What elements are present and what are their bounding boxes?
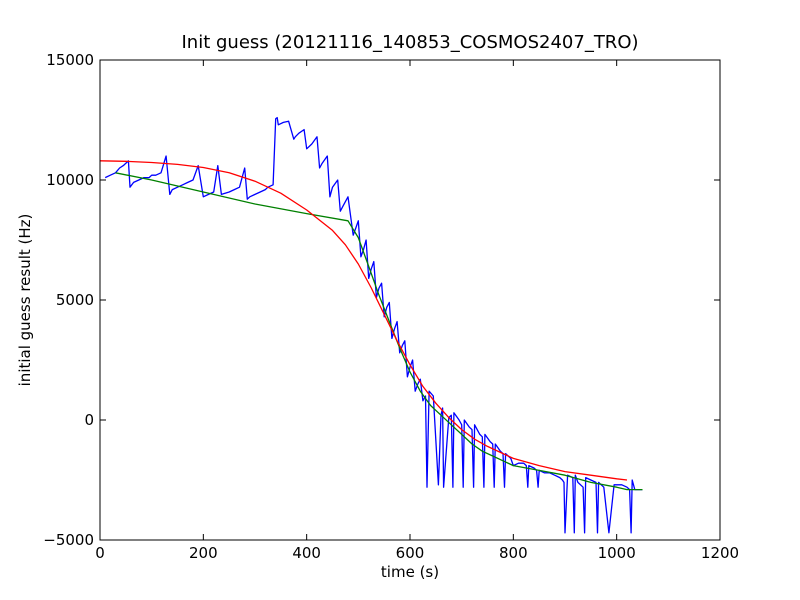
y-tick-label: 10000 <box>46 171 94 189</box>
y-tick-label: 5000 <box>56 291 94 309</box>
chart-title: Init guess (20121116_140853_COSMOS2407_T… <box>181 32 638 53</box>
x-axis-label: time (s) <box>381 563 439 581</box>
y-tick-label: 0 <box>84 411 94 429</box>
plot-frame <box>99 59 721 541</box>
x-tick-label: 400 <box>292 544 321 562</box>
y-tick-label: 15000 <box>46 51 94 69</box>
series-line-2 <box>115 172 643 491</box>
plot-area <box>100 60 720 540</box>
y-tick-label: −5000 <box>43 531 94 549</box>
x-tick-label: 0 <box>95 544 105 562</box>
x-tick-label: 600 <box>396 544 425 562</box>
y-axis-label: initial guess result (Hz) <box>16 214 34 387</box>
x-tick-label: 800 <box>499 544 528 562</box>
x-tick-label: 200 <box>189 544 218 562</box>
series-layer <box>99 116 643 534</box>
x-tick-label: 1200 <box>701 544 739 562</box>
series-line-3 <box>99 160 628 481</box>
ticks-layer: 0 200 400 600 800 1000 1200−500005000100001500… <box>43 51 739 562</box>
x-tick-label: 1000 <box>598 544 636 562</box>
